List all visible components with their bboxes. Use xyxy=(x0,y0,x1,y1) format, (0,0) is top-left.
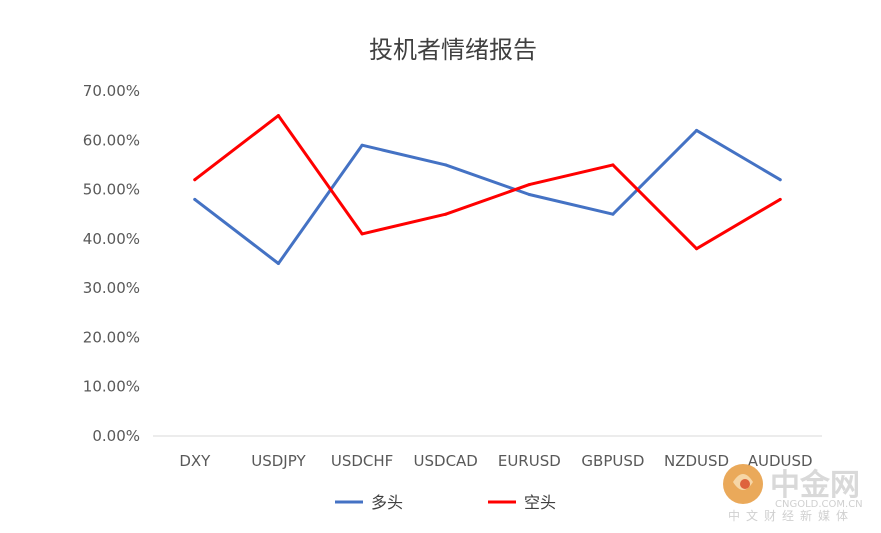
y-tick-label: 10.00% xyxy=(83,378,140,396)
data-point xyxy=(276,262,280,265)
y-axis-ticks: 0.00% 10.00% 20.00% 30.00% 40.00% 50.00% 60.00… xyxy=(83,82,140,445)
watermark: 中金网 CNGOLD.COM.CN 中文财经新媒体 xyxy=(723,464,863,523)
data-point xyxy=(193,197,197,201)
x-category-label: USDCHF xyxy=(331,452,393,470)
series-lines xyxy=(193,114,782,265)
x-category-label: AUDUSD xyxy=(748,452,813,470)
data-point xyxy=(778,197,782,201)
data-point xyxy=(360,143,364,147)
y-tick-label: 0.00% xyxy=(92,427,140,445)
y-tick-label: 60.00% xyxy=(83,131,140,149)
data-point xyxy=(611,212,615,216)
data-point xyxy=(778,178,782,182)
y-tick-label: 70.00% xyxy=(83,82,140,100)
chart-title: 投机者情绪报告 xyxy=(369,36,537,64)
y-tick-label: 40.00% xyxy=(83,230,140,248)
series-line-short xyxy=(193,114,782,251)
y-tick-label: 50.00% xyxy=(83,181,140,199)
watermark-tagline: 中文财经新媒体 xyxy=(728,508,854,523)
data-point xyxy=(276,114,280,118)
y-tick-label: 20.00% xyxy=(83,328,140,346)
x-axis-categories: DXY USDJPY USDCHF USDCAD EURUSD GBPUSD NZDUSD A… xyxy=(179,452,812,470)
x-category-label: USDCAD xyxy=(414,452,478,470)
legend-label: 多头 xyxy=(371,493,403,512)
data-point xyxy=(527,183,531,187)
cngold-logo-icon xyxy=(723,464,763,504)
data-point xyxy=(193,178,197,182)
watermark-domain: CNGOLD.COM.CN xyxy=(775,499,863,510)
legend-label: 空头 xyxy=(524,493,556,512)
data-point xyxy=(360,232,364,236)
data-point xyxy=(444,163,448,167)
x-category-label: DXY xyxy=(179,452,211,470)
x-category-label: EURUSD xyxy=(498,452,561,470)
data-point xyxy=(527,193,531,196)
series-line-long xyxy=(193,128,782,265)
data-point xyxy=(444,212,448,216)
x-category-label: NZDUSD xyxy=(664,452,729,470)
data-point xyxy=(695,128,699,132)
x-category-label: GBPUSD xyxy=(581,452,644,470)
data-point xyxy=(695,247,699,251)
legend: 多头 空头 xyxy=(335,493,556,512)
y-tick-label: 30.00% xyxy=(83,279,140,297)
x-category-label: USDJPY xyxy=(251,452,306,470)
data-point xyxy=(611,163,615,167)
watermark-logo-text: 中金网 xyxy=(770,468,860,503)
